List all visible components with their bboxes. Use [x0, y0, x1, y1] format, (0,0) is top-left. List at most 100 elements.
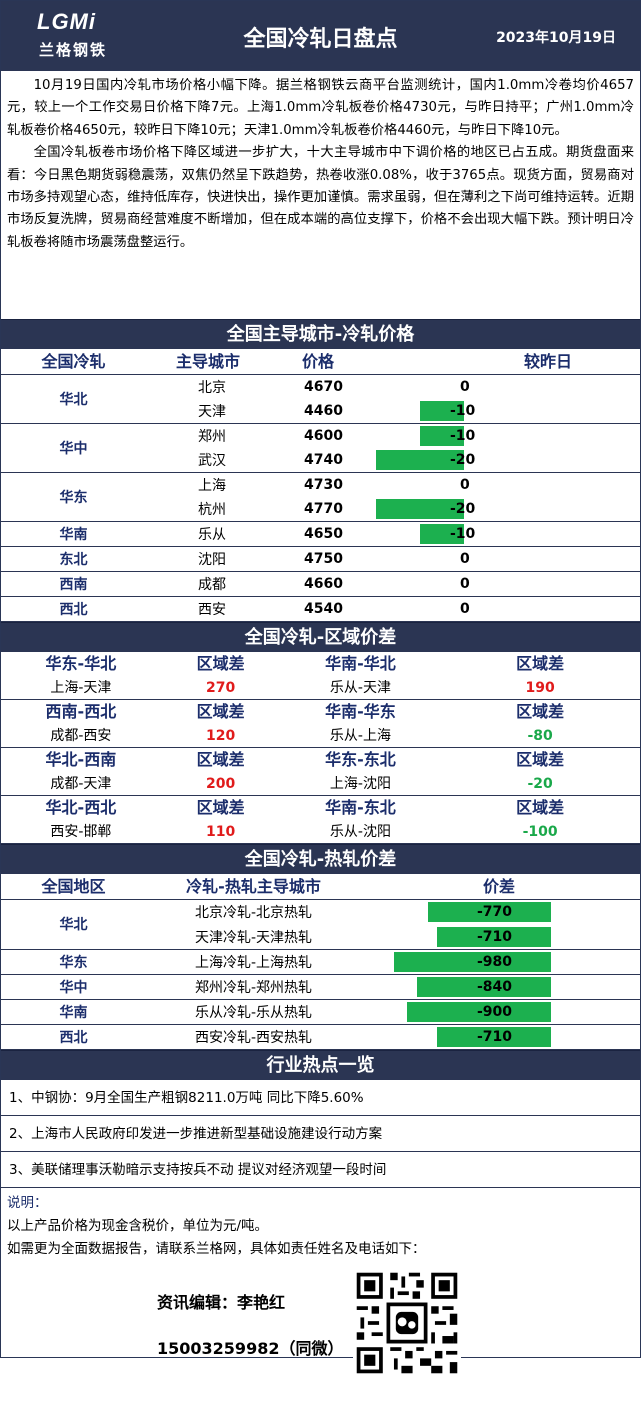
diff-label: -840	[477, 978, 513, 995]
diff-col-label: 区域差	[516, 798, 565, 817]
table-row: 武汉 4740 -20	[1, 448, 640, 473]
col-head-price: 价格	[302, 352, 335, 371]
pair-cell: 乐从冷轧-乐从热轧	[146, 999, 361, 1025]
city-cell: 成都	[146, 571, 266, 597]
change-cell: -20	[376, 448, 640, 473]
hc-head-diff: 价差	[483, 877, 516, 896]
diff-value: 110	[206, 824, 236, 840]
region-cell: 西北	[1, 1024, 146, 1050]
page-title: 全国冷轧日盘点	[243, 27, 398, 52]
diff-cell: -710	[361, 924, 640, 950]
change-label: 0	[460, 551, 470, 567]
city-cell: 杭州	[146, 497, 266, 522]
table-row: 东北 沈阳 4750 0	[1, 546, 640, 572]
diff-value: 200	[206, 776, 236, 792]
table-row: 杭州 4770 -20	[1, 497, 640, 522]
diff-pair: 乐从-天津	[329, 680, 391, 696]
table-row: 华东 上海 4730 0	[1, 472, 640, 522]
diff-header-row: 华北-西北 区域差 华南-东北 区域差	[1, 796, 640, 820]
logo-mark: LGMi	[37, 9, 96, 34]
contact: 资讯编辑：李艳红 15003259982（同微）	[1, 1265, 640, 1405]
diff-cell: -980	[361, 949, 640, 975]
change-cell: -10	[376, 424, 640, 449]
change-cell: 0	[376, 546, 640, 572]
change-bar	[420, 524, 464, 544]
diff-header-row: 西南-西北 区域差 华南-华东 区域差	[1, 700, 640, 724]
page: LGMi 兰格钢铁 全国冷轧日盘点 2023年10月19日 10月19日国内冷轧…	[0, 0, 641, 1373]
diff-region-label: 华南-东北	[325, 798, 396, 817]
diff-region-label: 华南-华北	[325, 654, 396, 673]
note-line: 如需更为全面数据报告，请联系兰格网，具体如责任姓名及电话如下：	[7, 1240, 426, 1257]
diff-label: -710	[477, 1028, 513, 1045]
city-cell: 北京	[198, 380, 226, 396]
diff-col-label: 区域差	[516, 750, 565, 769]
table-row: 华中 郑州冷轧-郑州热轧 -840	[1, 974, 640, 1000]
table-row: 西北 西安 4540 0	[1, 596, 640, 622]
note: 说明： 以上产品价格为现金含税价，单位为元/吨。 如需更为全面数据报告，请联系兰…	[1, 1188, 640, 1265]
news-item[interactable]: 2、上海市人民政府印发进一步推进新型基础设施建设行动方案	[1, 1116, 640, 1152]
col-head-region: 全国冷轧	[41, 352, 106, 371]
change-cell: 0	[376, 596, 640, 622]
diff-label: -710	[477, 928, 513, 945]
table-row: 天津冷轧-天津热轧 -710	[1, 924, 640, 950]
note-label: 说明：	[7, 1194, 48, 1211]
contact-phone: 15003259982（同微）	[157, 1338, 344, 1358]
price-cell: 4750	[266, 546, 376, 572]
diff-region-label: 华北-西南	[45, 750, 117, 769]
diff-value-row: 上海-天津 270 乐从-天津 190	[1, 676, 640, 700]
diff-col-label: 区域差	[516, 702, 565, 721]
city-cell: 沈阳	[146, 546, 266, 572]
price-cell: 4770	[266, 497, 376, 522]
diff-bar	[427, 902, 551, 923]
pair-cell: 西安冷轧-西安热轧	[146, 1024, 361, 1050]
diff-cell: -710	[361, 1024, 640, 1050]
note-line: 以上产品价格为现金含税价，单位为元/吨。	[7, 1217, 269, 1234]
diff-label: -900	[477, 1003, 513, 1020]
diff-value: 120	[206, 728, 236, 744]
diff-value-row: 成都-天津 200 上海-沈阳 -20	[1, 772, 640, 796]
diff-cell: -770	[361, 900, 640, 925]
change-label: -10	[450, 428, 476, 444]
diff-table: 华东-华北区域差 华南-华北区域差 上海-天津 270 乐从-天津 190 西南-西北 区域差…	[1, 652, 640, 844]
price-table-header: 全国冷轧 主导城市 价格 较昨日	[1, 349, 640, 375]
pair-cell: 天津冷轧-天津热轧	[146, 924, 361, 950]
diff-pair: 乐从-沈阳	[329, 824, 391, 840]
change-cell: 0	[376, 571, 640, 597]
news-item[interactable]: 3、美联储理事沃勒暗示支持按兵不动 提议对经济观望一段时间	[1, 1152, 640, 1188]
diff-bar	[437, 1026, 551, 1047]
diff-region-label: 华东-东北	[325, 750, 396, 769]
diff-bar	[416, 976, 551, 997]
table-row: 华北 北京冷轧-北京热轧 -770	[1, 900, 640, 950]
table-row: 华东 上海冷轧-上海热轧 -980	[1, 949, 640, 975]
region-cell: 西北	[1, 596, 146, 622]
pair-cell: 郑州冷轧-郑州热轧	[146, 974, 361, 1000]
diff-cell: -840	[361, 974, 640, 1000]
intro-paragraph-1: 10月19日国内冷轧市场价格小幅下降。据兰格钢铁云商平台监测统计，国内1.0mm…	[7, 78, 634, 138]
table-row: 华北 北京 4670 0	[1, 375, 640, 424]
price-cell: 4730	[304, 477, 343, 493]
col-head-city: 主导城市	[176, 352, 241, 371]
region-cell: 华北	[1, 375, 146, 424]
diff-col-label: 区域差	[196, 798, 245, 817]
change-cell: 0	[376, 375, 640, 399]
price-cell: 4600	[304, 428, 343, 444]
change-label: -10	[450, 403, 476, 419]
diff-bar	[407, 1001, 551, 1022]
city-cell: 乐从	[146, 521, 266, 547]
diff-pair: 西安-邯郸	[50, 824, 112, 840]
news-item[interactable]: 1、中钢协：9月全国生产粗钢8211.0万吨 同比下降5.60%	[1, 1080, 640, 1116]
region-cell: 华南	[1, 521, 146, 547]
diff-col-label: 区域差	[196, 750, 245, 769]
city-cell: 天津	[146, 399, 266, 424]
price-cell: 4660	[266, 571, 376, 597]
diff-label: -770	[477, 904, 513, 921]
price-cell: 4670	[304, 379, 343, 395]
change-bar	[420, 401, 464, 421]
change-label: -20	[450, 501, 476, 517]
region-cell: 华南	[1, 999, 146, 1025]
news-section-title: 行业热点一览	[1, 1049, 640, 1080]
change-label: -20	[450, 452, 476, 468]
price-table: 华北 北京 4670 0 天津 4460 -10 华中 郑州 4600 -10 武汉 4740 -20 华东…	[1, 375, 640, 622]
price-cell: 4650	[266, 521, 376, 547]
diff-region-label: 华东-华北	[45, 654, 117, 673]
